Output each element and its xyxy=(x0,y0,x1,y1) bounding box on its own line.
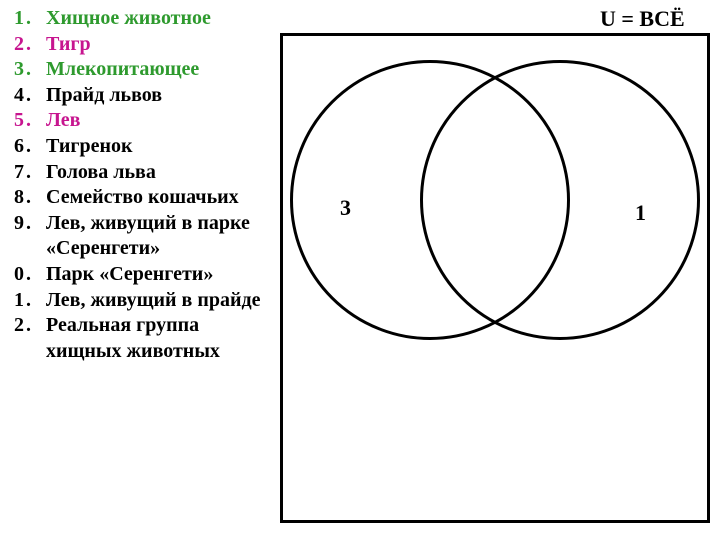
list-item-dot: . xyxy=(24,211,46,237)
list-item: 9.Лев, живущий в парке «Серенгети» xyxy=(0,211,270,262)
list-item-text: Семейство кошачьих xyxy=(46,185,270,211)
list-item-text: Голова льва xyxy=(46,160,270,186)
list-item: 2.Тигр xyxy=(0,32,270,58)
list-item-text: Лев xyxy=(46,108,270,134)
list-item-number: 4 xyxy=(0,83,24,109)
venn-circle xyxy=(420,60,700,340)
list-item: 6.Тигренок xyxy=(0,134,270,160)
list-item-dot: . xyxy=(24,185,46,211)
list-item-number: 2 xyxy=(0,313,24,339)
list-item-text: Хищное животное xyxy=(46,6,270,32)
list-item: 0.Парк «Серенгети» xyxy=(0,262,270,288)
list-item-number: 1 xyxy=(0,6,24,32)
list-item-number: 0 xyxy=(0,262,24,288)
list-item-dot: . xyxy=(24,313,46,339)
list-item-dot: . xyxy=(24,57,46,83)
list-item: 2.Реальная группа хищных животных xyxy=(0,313,270,364)
list-item: 3.Млекопитающее xyxy=(0,57,270,83)
list-item-text: Реальная группа хищных животных xyxy=(46,313,270,364)
list-item-text: Тигр xyxy=(46,32,270,58)
list-item-number: 3 xyxy=(0,57,24,83)
list-item: 4.Прайд львов xyxy=(0,83,270,109)
list-item-dot: . xyxy=(24,134,46,160)
list-item-number: 9 xyxy=(0,211,24,237)
list-item: 1.Лев, живущий в прайде xyxy=(0,288,270,314)
list-item-text: Парк «Серенгети» xyxy=(46,262,270,288)
list-item-text: Тигренок xyxy=(46,134,270,160)
list-item-number: 1 xyxy=(0,288,24,314)
list-item-dot: . xyxy=(24,108,46,134)
list-item-text: Млекопитающее xyxy=(46,57,270,83)
list-item-dot: . xyxy=(24,32,46,58)
list-item-dot: . xyxy=(24,288,46,314)
list-item-dot: . xyxy=(24,262,46,288)
list-item-text: Лев, живущий в прайде xyxy=(46,288,270,314)
list-item-dot: . xyxy=(24,83,46,109)
list-item: 7.Голова льва xyxy=(0,160,270,186)
list-item-text: Лев, живущий в парке «Серенгети» xyxy=(46,211,270,262)
venn-circle-label: 3 xyxy=(340,195,351,221)
list-item-dot: . xyxy=(24,160,46,186)
list-item-number: 5 xyxy=(0,108,24,134)
list-item-number: 8 xyxy=(0,185,24,211)
list-item-number: 7 xyxy=(0,160,24,186)
list-item-text: Прайд львов xyxy=(46,83,270,109)
list-item-dot: . xyxy=(24,6,46,32)
list-item: 8.Семейство кошачьих xyxy=(0,185,270,211)
list-item-number: 2 xyxy=(0,32,24,58)
universe-label: U = ВСЁ xyxy=(600,6,685,32)
item-list: 1.Хищное животное2.Тигр3.Млекопитающее4.… xyxy=(0,6,270,364)
list-item-number: 6 xyxy=(0,134,24,160)
venn-circle-label: 1 xyxy=(635,200,646,226)
list-item: 5.Лев xyxy=(0,108,270,134)
list-item: 1.Хищное животное xyxy=(0,6,270,32)
